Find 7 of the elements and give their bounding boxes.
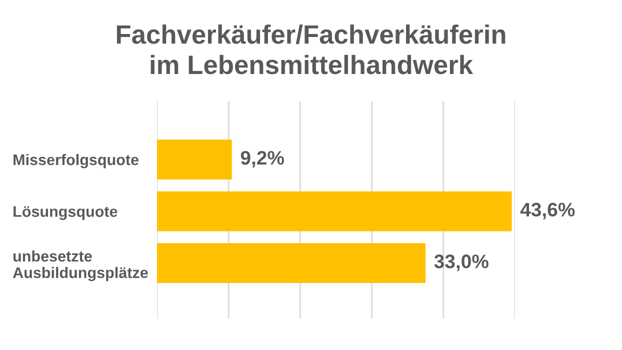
y-tick-label: unbesetzte Ausbildungsplätze (12, 250, 148, 282)
chart-title: Fachverkäufer/Fachverkäuferin im Lebensmittelhandwerk (116, 24, 506, 74)
data-label: 43,6% (520, 202, 575, 220)
y-tick-label: Lösungsquote (14, 206, 118, 220)
y-tick-label: Misserfolgsquote (14, 154, 139, 168)
data-label: 9,2% (240, 150, 284, 168)
data-label: 33,0% (434, 254, 488, 272)
